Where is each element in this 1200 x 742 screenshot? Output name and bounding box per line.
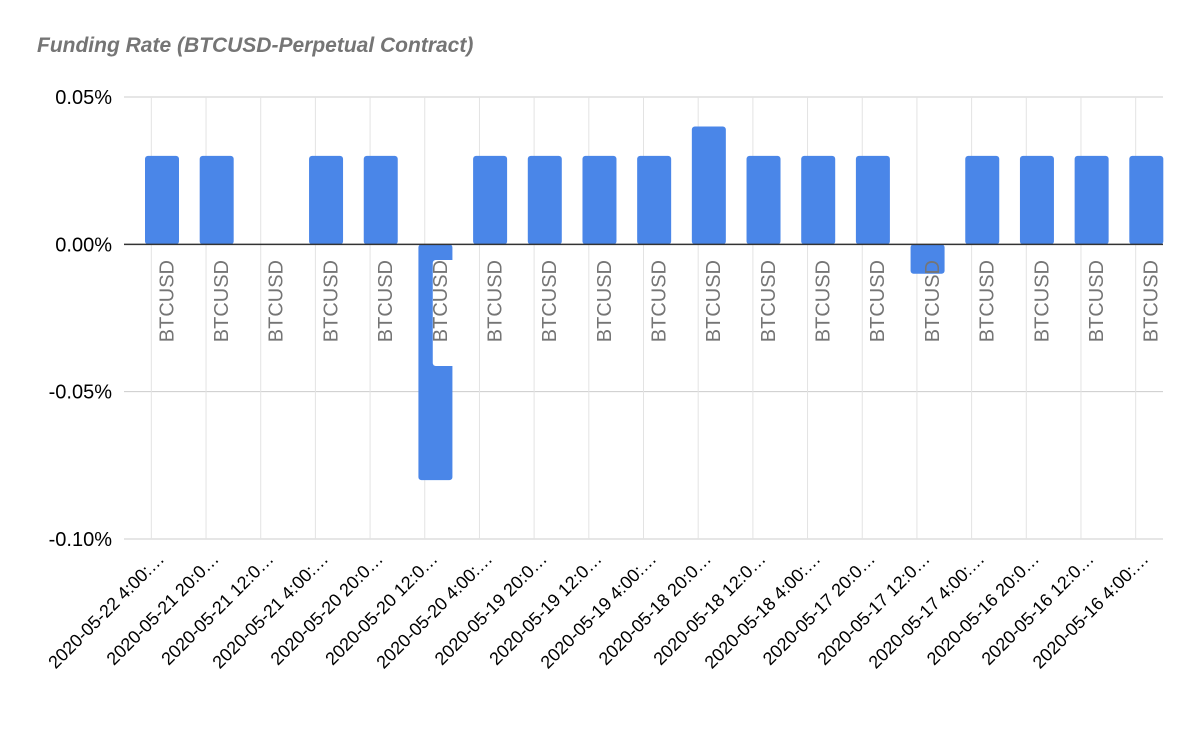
data-label-group: BTCUSD [320,260,342,342]
data-label: BTCUSD [813,260,835,342]
data-label-group: BTCUSD [977,260,999,342]
data-label-group: BTCUSD [594,260,616,342]
y-axis-ticks: 0.05% 0.00% -0.05% -0.10% [49,87,113,551]
y-tick-label: 0.05% [55,87,112,109]
data-label: BTCUSD [1086,260,1108,342]
data-label-group: BTCUSD [649,260,671,342]
bar [746,155,781,245]
bar [637,155,672,245]
data-label: BTCUSD [266,260,288,342]
data-label-group: BTCUSD [1031,260,1053,342]
data-label-group: BTCUSD [1141,260,1163,342]
bar-layer [145,126,1164,481]
y-tick-label: 0.00% [55,234,112,256]
chart-title: Funding Rate (BTCUSD-Perpetual Contract) [37,34,474,57]
data-label: BTCUSD [594,260,616,342]
bar [1129,155,1164,245]
bar [965,155,1000,245]
bar [1074,155,1109,245]
data-label: BTCUSD [703,260,725,342]
bar [473,155,508,245]
x-axis-ticks: 2020-05-22 4:00:…2020-05-21 20:0…2020-05… [44,549,1152,673]
bar [527,155,562,245]
data-label: BTCUSD [922,260,944,342]
bar [309,155,344,245]
data-label-group: BTCUSD [430,260,461,366]
data-label-group: BTCUSD [211,260,233,342]
data-label-group: BTCUSD [758,260,780,342]
data-label-group: BTCUSD [813,260,835,342]
data-label-group: BTCUSD [703,260,725,342]
data-label-layer: BTCUSD BTCUSD BTCUSD BTCUSD BTCUSD BTCUSD BTCU… [156,260,1163,366]
data-label: BTCUSD [1031,260,1053,342]
data-label: BTCUSD [320,260,342,342]
data-label-background [432,260,461,366]
bar [582,155,617,245]
data-label-group: BTCUSD [539,260,561,342]
data-label: BTCUSD [1141,260,1163,342]
data-label: BTCUSD [758,260,780,342]
data-label: BTCUSD [867,260,889,342]
data-label-group: BTCUSD [1086,260,1108,342]
data-label-group: BTCUSD [867,260,889,342]
data-label: BTCUSD [430,260,452,342]
bar [691,126,726,245]
data-label: BTCUSD [156,260,178,342]
bar [801,155,836,245]
data-label-group: BTCUSD [484,260,506,342]
data-label: BTCUSD [375,260,397,342]
data-label: BTCUSD [977,260,999,342]
bar [363,155,398,245]
data-label: BTCUSD [484,260,506,342]
data-label-group: BTCUSD [922,260,944,342]
bar [145,155,179,245]
data-label: BTCUSD [539,260,561,342]
bar [1019,155,1054,245]
bar [199,155,234,245]
data-label-group: BTCUSD [156,260,178,342]
data-label-group: BTCUSD [266,260,288,342]
data-label: BTCUSD [649,260,671,342]
y-tick-label: -0.05% [49,382,113,404]
data-label: BTCUSD [211,260,233,342]
data-label-group: BTCUSD [375,260,397,342]
bar [855,155,890,245]
bar [910,244,945,274]
y-tick-label: -0.10% [49,529,113,551]
